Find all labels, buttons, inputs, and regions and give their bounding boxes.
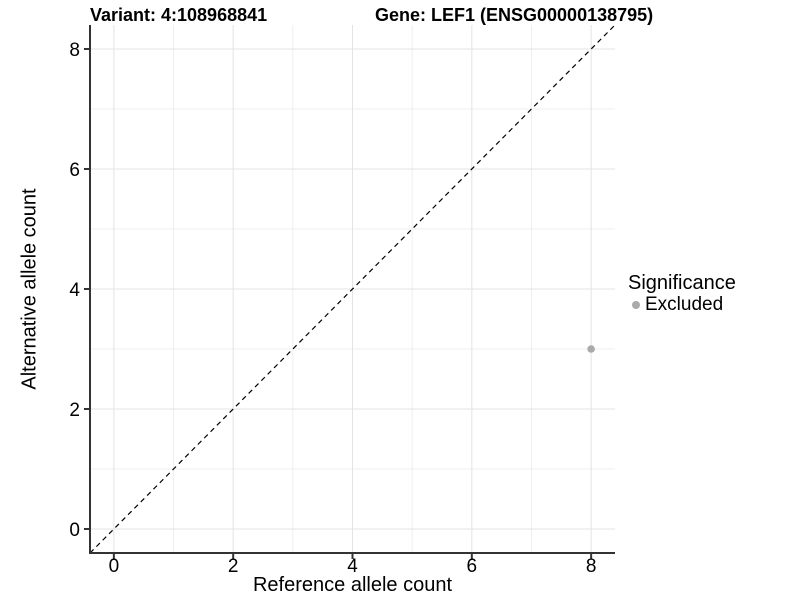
x-tick-label: 8: [586, 556, 597, 577]
legend-item-label: Excluded: [645, 294, 724, 315]
legend: Significance Excluded: [628, 272, 736, 316]
legend-item-excluded: Excluded: [628, 294, 736, 316]
plot-title-variant: Variant: 4:108968841: [90, 5, 268, 25]
x-tick-label: 4: [347, 556, 358, 577]
x-tick-label: 0: [109, 556, 120, 577]
y-tick-label: 6: [69, 160, 80, 181]
plot-title-gene: Gene: LEF1 (ENSG00000138795): [375, 5, 654, 25]
y-tick-label: 0: [69, 520, 80, 541]
identity-line: [89, 24, 616, 554]
y-tick-label: 2: [69, 400, 80, 421]
x-tick-label: 6: [467, 556, 478, 577]
legend-title: Significance: [628, 272, 736, 294]
y-tick-label: 8: [69, 40, 80, 61]
y-axis-title: Alternative allele count: [18, 188, 41, 390]
legend-point-icon: [632, 301, 640, 309]
y-tick-label: 4: [69, 280, 80, 301]
x-tick-label: 2: [228, 556, 239, 577]
x-axis-title: Reference allele count: [252, 574, 452, 596]
data-point: [587, 345, 595, 353]
